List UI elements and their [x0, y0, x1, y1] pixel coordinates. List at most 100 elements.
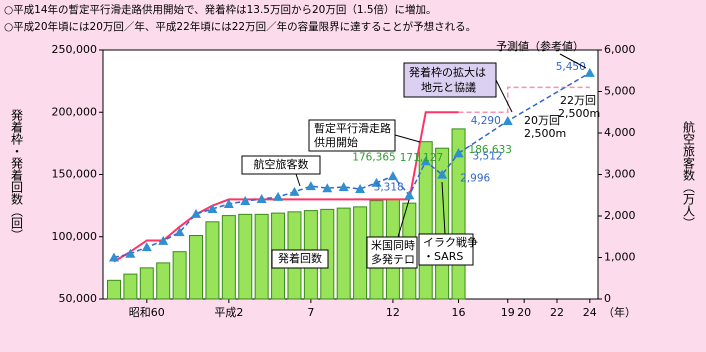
y-tick-label: 200,000	[52, 105, 98, 118]
annotation: 発着枠の拡大は	[409, 65, 486, 79]
x-tick-label: 16	[452, 306, 466, 319]
y2-tick-label: 3,000	[604, 168, 636, 181]
annotation: 22万回	[560, 94, 596, 107]
bar	[172, 251, 187, 300]
y-tick-label: 150,000	[52, 168, 98, 181]
y2-tick-label: 0	[604, 292, 611, 305]
marker	[174, 227, 185, 237]
bar	[336, 207, 351, 300]
y-tick-label: 100,000	[52, 230, 98, 243]
note: ○平成14年の暫定平行滑走路供用開始で、発着枠は13.5万回から20万回（1.5…	[4, 3, 437, 16]
annotation: 2,500m	[524, 127, 566, 140]
y-tick-label: 250,000	[52, 43, 98, 56]
bar	[156, 262, 171, 300]
y2-tick-label: 6,000	[604, 43, 636, 56]
y2-tick-label: 5,000	[604, 85, 636, 98]
marker	[273, 191, 284, 201]
y2-axis-label: 航空旅客数（万人）	[682, 120, 696, 229]
annotation: 航空旅客数	[254, 157, 309, 171]
marker	[338, 181, 349, 191]
data-label: 3,318	[374, 181, 404, 193]
marker	[240, 196, 251, 206]
bar	[238, 213, 253, 300]
x-axis-label: （年）	[603, 305, 636, 319]
y2-tick-label: 2,000	[604, 209, 636, 222]
annotation-box	[308, 119, 396, 152]
bar	[106, 279, 121, 300]
data-label: 2,996	[460, 173, 490, 185]
annotation: イラク戦争	[423, 235, 478, 249]
marker	[420, 156, 431, 166]
y2-tick-label: 4,000	[604, 126, 636, 139]
marker	[108, 252, 119, 262]
arrow	[397, 199, 410, 238]
arrow	[394, 134, 421, 143]
annotation-box	[418, 233, 474, 266]
bar	[205, 221, 220, 300]
marker	[305, 181, 316, 191]
y-axis-label: 発着枠・発着回数（回）	[10, 109, 24, 241]
annotation: 発着回数	[278, 251, 322, 265]
annotation: 暫定平行滑走路	[314, 121, 391, 135]
data-label: 171,127	[400, 152, 443, 164]
arrow	[441, 181, 446, 235]
marker	[207, 203, 218, 213]
annotation: 供用開始	[314, 135, 358, 149]
marker	[223, 198, 234, 208]
marker	[584, 67, 595, 77]
x-tick-label: 12	[386, 306, 400, 319]
x-tick-label: 平成2	[214, 306, 243, 319]
annotation: 地元と協議	[421, 80, 476, 94]
marker	[158, 235, 169, 245]
marker	[453, 148, 464, 158]
bar	[139, 267, 154, 300]
data-label: 186,633	[469, 144, 512, 156]
line	[113, 152, 460, 259]
x-tick-label: 7	[307, 306, 314, 319]
annotations: 航空旅客数 発着回数 暫定平行滑走路 供用開始 米国同時 多発テロ イラク戦争 …	[241, 39, 600, 269]
x-tick-label: 22	[550, 306, 564, 319]
x-tick-label: 24	[583, 306, 597, 319]
note: ○平成20年頃には20万回／年、平成22年頃には22万回／年の容量限界に達するこ…	[4, 20, 476, 33]
x-tick-label: 20	[517, 306, 531, 319]
y2-tick-label: 1,000	[604, 251, 636, 264]
marker	[141, 242, 152, 252]
annotation: 2,500m	[558, 107, 600, 120]
annotation: 20万回	[524, 114, 560, 127]
annotation: 米国同時	[371, 239, 415, 252]
bar	[254, 213, 269, 300]
marker	[387, 171, 398, 181]
data-label: 176,365	[352, 152, 395, 164]
data-label: 5,450	[556, 61, 586, 73]
annotation-box	[271, 249, 329, 269]
bar	[123, 273, 138, 300]
x-tick-label: 19	[501, 306, 515, 319]
y-tick-label: 50,000	[59, 292, 98, 305]
marker	[289, 186, 300, 196]
bar	[221, 215, 236, 300]
line	[113, 111, 459, 263]
bar	[353, 206, 368, 300]
marker	[355, 184, 366, 194]
data-label: 4,290	[471, 115, 501, 127]
x-tick-label: 昭和60	[129, 306, 165, 319]
marker	[404, 190, 415, 200]
marker	[437, 169, 448, 179]
marker	[125, 248, 136, 258]
arrow	[495, 79, 513, 113]
marker	[502, 115, 513, 125]
arrow	[559, 53, 587, 69]
marker	[322, 183, 333, 193]
annotation: 多発テロ	[371, 252, 415, 266]
annotation-box	[366, 236, 418, 269]
marker	[371, 177, 382, 187]
bar	[189, 235, 204, 300]
arrow	[295, 173, 301, 187]
annotation: ・SARS	[423, 250, 463, 263]
annotation: 予測値（参考値）	[496, 39, 584, 53]
annotation-box	[241, 155, 321, 175]
marker	[256, 193, 267, 203]
data-label: 3,512	[473, 150, 503, 162]
annotation-box	[403, 62, 497, 98]
